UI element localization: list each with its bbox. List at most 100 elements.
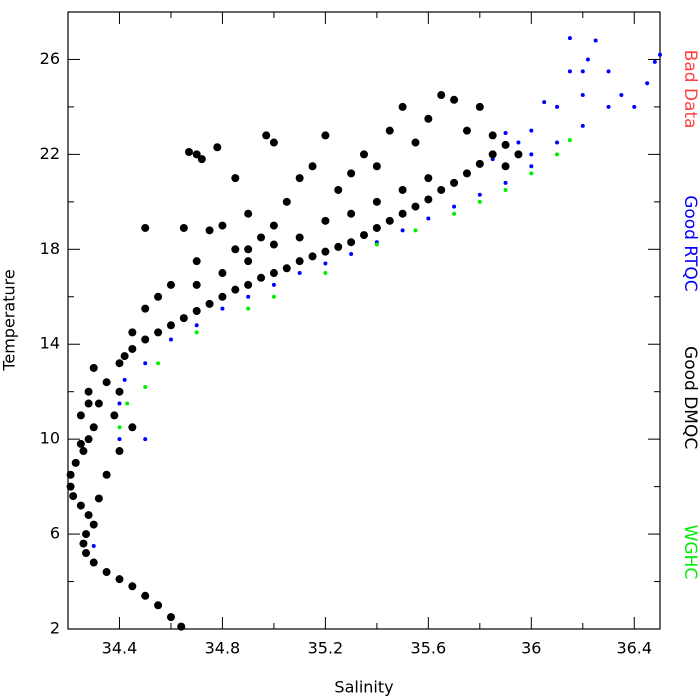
data-point (192, 280, 201, 289)
x-tick-label: 34.8 (205, 639, 241, 658)
data-point (555, 140, 560, 145)
data-point (141, 335, 150, 344)
y-tick-label: 2 (50, 619, 60, 638)
data-point (516, 140, 521, 145)
data-point (360, 231, 368, 240)
data-point (141, 591, 150, 600)
data-point (606, 69, 611, 74)
data-point (308, 162, 317, 171)
data-point (213, 143, 222, 152)
data-point (269, 138, 278, 147)
data-point (128, 344, 137, 353)
data-point (156, 361, 161, 366)
data-point (321, 247, 330, 256)
data-point (450, 95, 459, 104)
data-point (197, 155, 206, 164)
data-point (91, 543, 96, 548)
data-point (437, 91, 446, 100)
data-point (334, 185, 343, 194)
data-point (143, 361, 148, 366)
data-point (192, 257, 201, 266)
data-point (372, 223, 381, 232)
data-point (231, 245, 240, 254)
data-point (117, 437, 122, 442)
data-point (645, 81, 650, 86)
data-point (194, 330, 199, 335)
data-point (66, 482, 75, 491)
data-point (398, 102, 407, 111)
data-point (323, 261, 328, 266)
data-point (84, 435, 93, 444)
data-point (94, 494, 103, 503)
data-point (177, 622, 186, 631)
data-point (166, 613, 175, 622)
data-point (514, 150, 523, 159)
data-point (462, 126, 471, 135)
y-tick-label: 14 (40, 334, 60, 353)
data-point (168, 337, 173, 342)
data-point (84, 511, 93, 520)
data-point (529, 152, 534, 157)
data-point (580, 93, 585, 98)
data-point (323, 271, 328, 276)
data-point (143, 384, 148, 389)
data-point (257, 273, 266, 282)
data-point (398, 185, 407, 194)
data-point (374, 242, 379, 247)
data-point (115, 447, 124, 456)
data-point (488, 131, 497, 140)
data-point (580, 123, 585, 128)
data-point (69, 492, 78, 501)
legend-entry: Good DMQC (680, 346, 700, 449)
data-point (122, 377, 127, 382)
data-point (257, 233, 266, 242)
x-tick-label: 35.2 (308, 639, 344, 658)
data-point (110, 411, 119, 420)
data-point (128, 582, 137, 591)
data-point (141, 223, 150, 232)
data-point (246, 306, 251, 311)
legend-entry: Good RTQC (680, 195, 700, 291)
data-point (269, 269, 278, 278)
y-tick-label: 22 (40, 144, 60, 163)
y-tick-label: 10 (40, 429, 60, 448)
data-point (501, 140, 510, 149)
data-point (488, 150, 497, 159)
data-point (102, 568, 111, 577)
data-point (593, 38, 598, 43)
data-point (269, 221, 278, 230)
data-point (246, 294, 251, 299)
data-point (567, 36, 572, 41)
data-point (295, 233, 304, 242)
data-point (606, 104, 611, 109)
data-point (143, 437, 148, 442)
data-point (244, 245, 253, 254)
data-point (244, 280, 253, 289)
data-point (76, 501, 85, 510)
y-axis-label: Temperature (0, 269, 19, 371)
data-point (117, 425, 122, 430)
data-point (84, 387, 93, 396)
data-point (347, 209, 356, 218)
data-point (66, 470, 75, 479)
data-point (115, 575, 124, 584)
data-point (269, 240, 278, 249)
data-point (76, 439, 85, 448)
data-point (372, 197, 381, 206)
data-point (218, 221, 227, 230)
data-point (179, 314, 188, 323)
data-point (141, 304, 150, 313)
data-point (89, 423, 98, 432)
data-point (555, 104, 560, 109)
data-point (452, 204, 457, 209)
data-point (372, 162, 381, 171)
data-point (128, 328, 137, 337)
data-point (437, 185, 446, 194)
data-point (503, 187, 508, 192)
data-point (89, 363, 98, 372)
data-point (658, 52, 662, 57)
data-point (79, 447, 88, 456)
legend-entry: Bad Data (680, 50, 700, 129)
data-point (205, 299, 214, 308)
